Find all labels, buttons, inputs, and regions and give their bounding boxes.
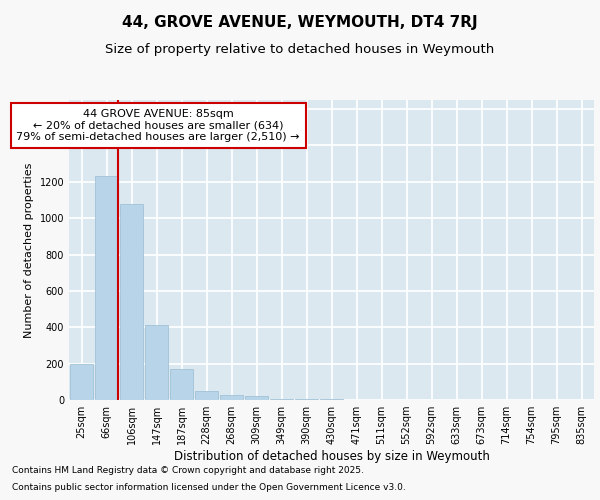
Bar (295, 399, 319, 400)
Bar (220, 394, 244, 400)
Bar (95, 176, 118, 400)
Text: Size of property relative to detached houses in Weymouth: Size of property relative to detached ho… (106, 42, 494, 56)
Y-axis label: Number of detached properties: Number of detached properties (24, 162, 34, 338)
Bar (269, 399, 293, 400)
Text: Contains HM Land Registry data © Crown copyright and database right 2025.: Contains HM Land Registry data © Crown c… (12, 466, 364, 475)
Bar (170, 369, 193, 400)
Bar (70, 364, 94, 400)
Text: 44, GROVE AVENUE, WEYMOUTH, DT4 7RJ: 44, GROVE AVENUE, WEYMOUTH, DT4 7RJ (122, 15, 478, 30)
Bar (194, 391, 218, 400)
Text: 44 GROVE AVENUE: 85sqm
← 20% of detached houses are smaller (634)
79% of semi-de: 44 GROVE AVENUE: 85sqm ← 20% of detached… (17, 109, 300, 142)
Text: Contains public sector information licensed under the Open Government Licence v3: Contains public sector information licen… (12, 484, 406, 492)
Bar (145, 324, 169, 400)
Bar (320, 399, 343, 400)
X-axis label: Distribution of detached houses by size in Weymouth: Distribution of detached houses by size … (173, 450, 490, 463)
Bar (119, 204, 143, 400)
Bar (245, 396, 268, 400)
